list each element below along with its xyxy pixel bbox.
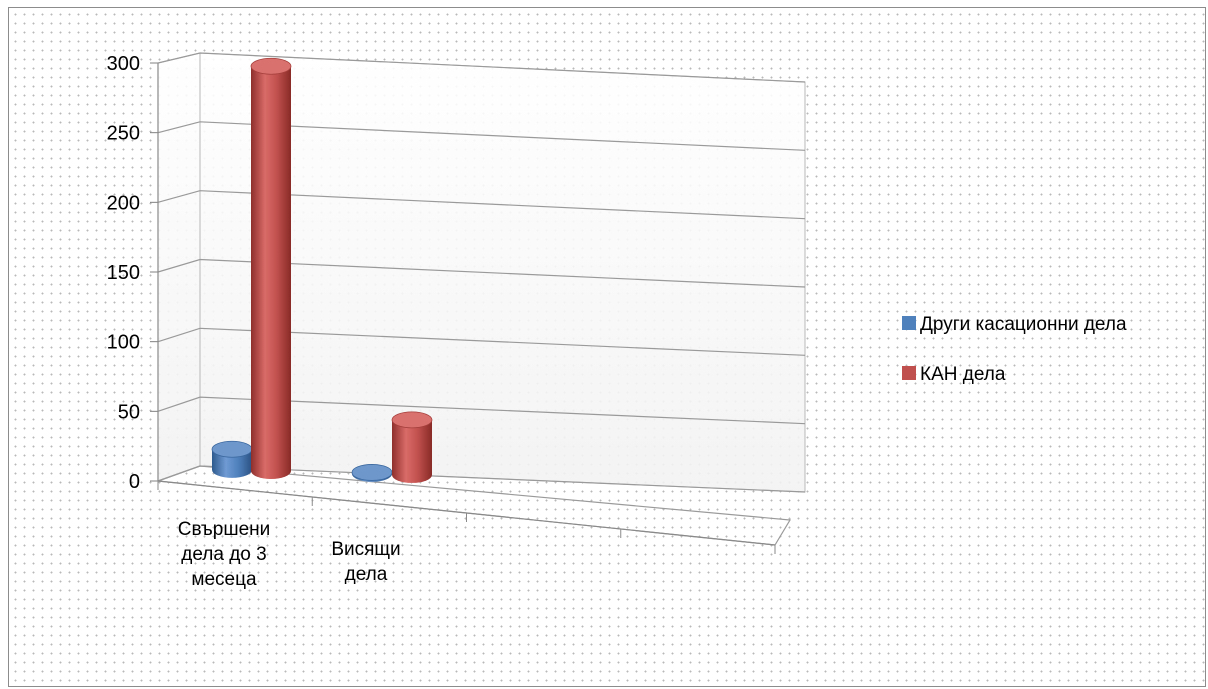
legend-swatch-0 bbox=[902, 316, 916, 330]
bar-top-0-0 bbox=[211, 440, 253, 458]
category-label-1-0: Висящи bbox=[331, 539, 400, 560]
y-tick-label-2: 100 bbox=[107, 332, 140, 354]
category-label-0-2: месеца bbox=[191, 569, 257, 590]
y-tick-label-5: 250 bbox=[107, 123, 140, 145]
y-tick-label-4: 200 bbox=[107, 192, 140, 214]
bar-body-1-1 bbox=[392, 419, 432, 483]
gridline-5 bbox=[157, 121, 806, 151]
gridline-2 bbox=[157, 327, 806, 356]
y-tick-label-3: 150 bbox=[107, 262, 140, 284]
bar-1-0 bbox=[250, 57, 292, 479]
category-label-0-1: дела до 3 bbox=[181, 544, 266, 565]
gridline-6 bbox=[157, 52, 806, 83]
bar-top-1-0 bbox=[250, 57, 292, 75]
bar-0-0 bbox=[211, 440, 253, 478]
gridline-1 bbox=[157, 396, 806, 425]
side-wall bbox=[157, 52, 201, 482]
y-tick-label-1: 50 bbox=[118, 401, 140, 423]
legend-label-0: Други касационни дела bbox=[920, 314, 1127, 335]
bar-0-1 bbox=[351, 464, 393, 482]
gridline-4 bbox=[157, 190, 806, 220]
legend-label-1: КАН дела bbox=[920, 364, 1006, 385]
bar-top-1-1 bbox=[391, 411, 433, 429]
y-tick-label-0: 0 bbox=[129, 471, 140, 493]
gridline-3 bbox=[157, 258, 806, 288]
legend-swatch-1 bbox=[902, 366, 916, 380]
category-label-0-0: Свършени bbox=[178, 519, 271, 540]
bar-body-1-0 bbox=[251, 66, 291, 479]
y-tick-label-6: 300 bbox=[107, 53, 140, 75]
bar-1-1 bbox=[391, 411, 433, 483]
bar-top-0-1 bbox=[351, 464, 393, 481]
category-label-1-1: дела bbox=[345, 564, 388, 585]
